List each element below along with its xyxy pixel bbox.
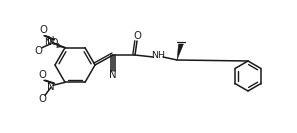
- Text: O: O: [133, 31, 141, 41]
- Text: NO: NO: [44, 38, 58, 47]
- Polygon shape: [177, 44, 184, 60]
- Text: O: O: [38, 94, 46, 104]
- Text: NH: NH: [151, 51, 165, 61]
- Text: O: O: [34, 46, 42, 56]
- Text: N: N: [47, 36, 54, 46]
- Text: 2: 2: [55, 43, 60, 49]
- Text: O: O: [39, 70, 47, 80]
- Text: N: N: [47, 82, 54, 92]
- Text: O: O: [39, 25, 47, 35]
- Text: N: N: [109, 70, 117, 80]
